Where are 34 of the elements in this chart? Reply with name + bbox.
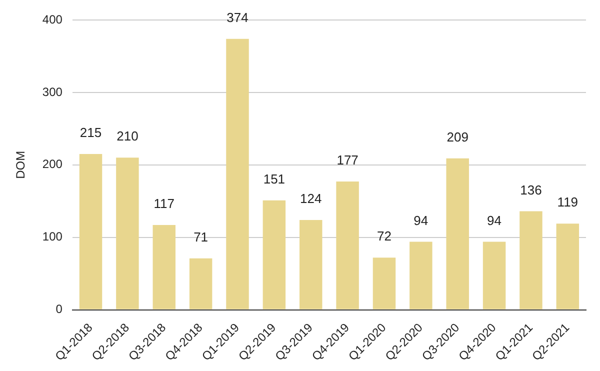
y-tick-label: 300 xyxy=(42,84,63,99)
y-tick-label: 0 xyxy=(56,302,63,316)
bar xyxy=(446,158,469,310)
data-label: 177 xyxy=(336,152,358,168)
bar xyxy=(116,158,139,310)
y-tick-label: 100 xyxy=(42,230,63,244)
bar xyxy=(79,154,102,310)
y-tick-label: 200 xyxy=(42,157,63,172)
bar xyxy=(262,200,286,310)
data-label: 94 xyxy=(487,212,502,228)
bar xyxy=(556,224,580,310)
data-label: 151 xyxy=(263,171,286,186)
bar xyxy=(299,220,322,310)
bar xyxy=(410,242,432,310)
bar xyxy=(189,258,212,310)
data-label: 119 xyxy=(557,194,578,210)
data-label: 136 xyxy=(520,182,542,198)
bar xyxy=(482,242,506,310)
data-label: 124 xyxy=(300,191,322,206)
data-label: 117 xyxy=(154,196,174,212)
bar xyxy=(336,182,359,310)
data-label: 72 xyxy=(377,228,392,244)
y-tick-label: 400 xyxy=(42,12,63,26)
data-label: 215 xyxy=(80,125,102,140)
data-label: 94 xyxy=(414,212,428,228)
data-label: 71 xyxy=(194,229,208,244)
data-label: 209 xyxy=(446,129,468,144)
bar xyxy=(372,258,396,310)
bar xyxy=(226,38,249,310)
y-axis-title: DOM xyxy=(14,150,28,179)
data-label: 374 xyxy=(226,10,248,25)
bar xyxy=(152,225,176,310)
data-label: 210 xyxy=(116,128,138,144)
bar xyxy=(520,211,542,310)
